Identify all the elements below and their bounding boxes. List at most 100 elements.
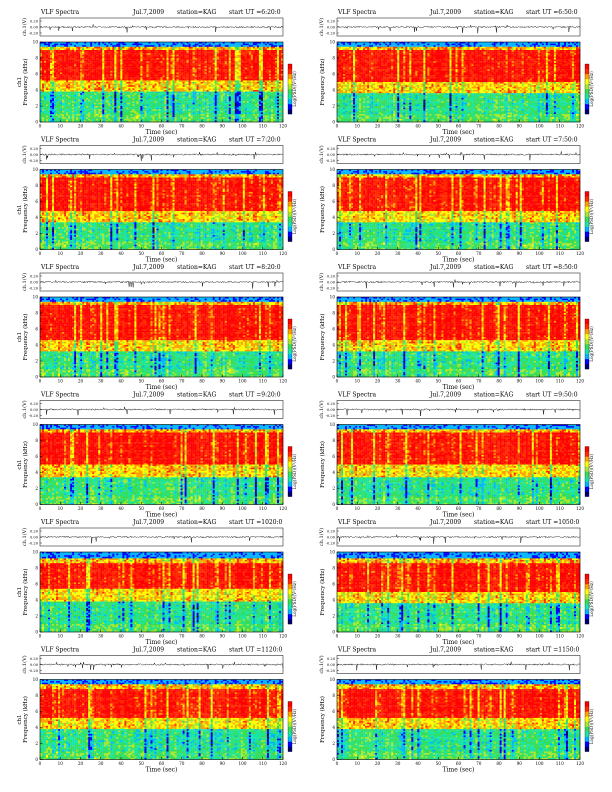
spectrogram-cell bbox=[215, 48, 217, 50]
spectrogram-cell bbox=[76, 61, 78, 63]
spectrogram-cell bbox=[177, 55, 179, 57]
spectrogram-cell bbox=[199, 53, 201, 55]
spectrogram-cell bbox=[189, 52, 191, 54]
spectrogram-cell bbox=[203, 47, 205, 49]
spectrogram-cell bbox=[267, 50, 269, 52]
spectrogram-cell bbox=[251, 52, 253, 54]
spectrogram-cell bbox=[120, 52, 122, 54]
spectrogram-cell bbox=[219, 45, 221, 47]
spectrogram-cell bbox=[52, 44, 54, 46]
spectrogram-cell bbox=[235, 58, 237, 60]
spectrogram-cell bbox=[213, 44, 215, 46]
spectrogram-cell bbox=[275, 48, 277, 50]
spectrogram-cell bbox=[239, 58, 241, 60]
spectrogram-cell bbox=[132, 61, 134, 63]
spectrogram-cell bbox=[217, 52, 219, 54]
spectrogram-cell bbox=[219, 58, 221, 60]
spectrogram-cell bbox=[90, 50, 92, 52]
spectrogram-cell bbox=[187, 53, 189, 55]
spectrogram-cell bbox=[175, 58, 177, 60]
spectrogram-cell bbox=[118, 53, 120, 55]
spectrogram-cell bbox=[78, 45, 80, 47]
spectrogram-cell bbox=[245, 50, 247, 52]
spectrogram-cell bbox=[209, 45, 211, 47]
spectrogram-cell bbox=[114, 60, 116, 62]
spectrogram-cell bbox=[205, 60, 207, 62]
spectrogram-cell bbox=[243, 58, 245, 60]
spectrogram-cell bbox=[249, 60, 251, 62]
spectrogram-cell bbox=[187, 44, 189, 46]
spectrogram-cell bbox=[100, 50, 102, 52]
spectrogram-cell bbox=[255, 56, 257, 58]
spectrogram-cell bbox=[94, 53, 96, 55]
spectrogram-cell bbox=[110, 61, 112, 63]
spectrogram-cell bbox=[58, 52, 60, 54]
spectrogram-cell bbox=[277, 52, 279, 54]
spectrogram-cell bbox=[130, 56, 132, 58]
spectrogram-cell bbox=[88, 47, 90, 49]
spectrogram-cell bbox=[46, 45, 48, 47]
spectrogram-cell bbox=[223, 52, 225, 54]
spectrogram-cell bbox=[112, 53, 114, 55]
spectrogram-cell bbox=[154, 58, 156, 60]
spectrogram-cell bbox=[211, 52, 213, 54]
spectrogram-cell bbox=[179, 48, 181, 50]
spectrogram-cell bbox=[124, 61, 126, 63]
spectrogram-cell bbox=[233, 47, 235, 49]
spectrogram-cell bbox=[108, 61, 110, 63]
spectrogram-cell bbox=[74, 55, 76, 57]
spectrogram-cell bbox=[269, 47, 271, 49]
spectrogram-cell bbox=[142, 52, 144, 54]
spectrogram-cell bbox=[86, 47, 88, 49]
spectrogram-cell bbox=[189, 45, 191, 47]
panel-1: VLF Spectra Jul.7,2009 station=KAG start UT… bbox=[17, 9, 297, 136]
spectrogram-cell bbox=[187, 56, 189, 58]
spectrogram-cell bbox=[108, 50, 110, 52]
spectrogram-cell bbox=[72, 47, 74, 49]
spectrogram-cell bbox=[275, 58, 277, 60]
spectrogram-cell bbox=[183, 44, 185, 46]
spectrogram-cell bbox=[92, 50, 94, 52]
spectrogram-cell bbox=[237, 48, 239, 50]
spectrogram-cell bbox=[42, 48, 44, 50]
spectrogram-cell bbox=[54, 44, 56, 46]
spectrogram-cell bbox=[136, 53, 138, 55]
spectrogram-cell bbox=[106, 58, 108, 60]
spectrogram-cell bbox=[94, 58, 96, 60]
spectrogram-cell bbox=[90, 45, 92, 47]
spectrogram-cell bbox=[152, 44, 154, 46]
spectrogram-cell bbox=[271, 58, 273, 60]
spectrogram-cell bbox=[181, 44, 183, 46]
spectrogram-cell bbox=[50, 50, 52, 52]
spectrogram-cell bbox=[152, 47, 154, 49]
spectrogram-cell bbox=[275, 60, 277, 62]
spectrogram-cell bbox=[267, 45, 269, 47]
spectrogram-cell bbox=[231, 45, 233, 47]
spectrogram-cell bbox=[279, 50, 281, 52]
spectrogram-cell bbox=[173, 60, 175, 62]
spectrogram-cell bbox=[120, 56, 122, 58]
spectrogram-cell bbox=[205, 47, 207, 49]
spectrogram-cell bbox=[46, 48, 48, 50]
spectrogram-cell bbox=[267, 48, 269, 50]
spectrogram-cell bbox=[44, 58, 46, 60]
spectrogram-cell bbox=[116, 45, 118, 47]
spectrogram-cell bbox=[40, 48, 42, 50]
spectrogram-cell bbox=[181, 55, 183, 57]
spectrogram-cell bbox=[72, 55, 74, 57]
spectrogram-cell bbox=[58, 47, 60, 49]
spectrogram-cell bbox=[177, 53, 179, 55]
spectrogram-cell bbox=[215, 44, 217, 46]
spectrogram-cell bbox=[235, 55, 237, 57]
spectrogram-cell bbox=[70, 50, 72, 52]
spectrogram-cell bbox=[161, 58, 163, 60]
spectrogram-cell bbox=[96, 45, 98, 47]
spectrogram-cell bbox=[181, 48, 183, 50]
spectrogram-cell bbox=[126, 55, 128, 57]
spectrogram-cell bbox=[84, 53, 86, 55]
spectrogram-cell bbox=[102, 44, 104, 46]
spectrogram-cell bbox=[265, 52, 267, 54]
spectrogram-cell bbox=[195, 48, 197, 50]
spectrogram-cell bbox=[98, 58, 100, 60]
